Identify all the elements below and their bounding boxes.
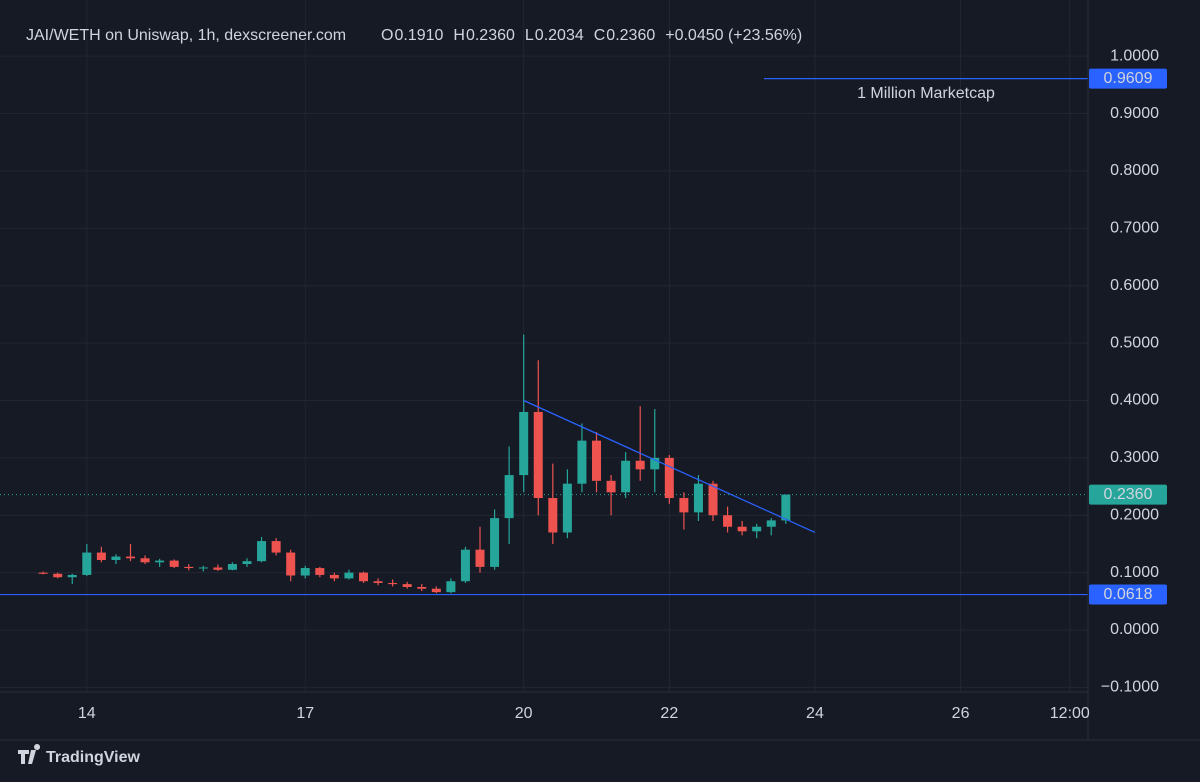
candle-body: [67, 574, 77, 578]
legend-value: 0.2034: [535, 27, 584, 44]
y-tick-label: 0.5000: [1110, 334, 1159, 351]
candle-body: [82, 552, 92, 575]
change: +0.0450 (+23.56%): [665, 27, 802, 44]
header: JAI/WETH on Uniswap, 1h, dexscreener.com…: [26, 27, 802, 44]
candle-body: [752, 526, 762, 532]
candle-body: [155, 560, 165, 563]
y-tick-label: 0.8000: [1110, 162, 1159, 179]
legend-label: O: [381, 27, 393, 44]
candle-body: [300, 568, 310, 576]
x-tick-label: 20: [515, 705, 533, 722]
candle-body: [53, 573, 63, 578]
candle-body: [38, 572, 48, 574]
candle-body: [737, 526, 747, 532]
candle-body: [126, 556, 136, 559]
price-tag: [1089, 484, 1167, 505]
candle-body: [606, 480, 616, 493]
logo: TradingView: [18, 744, 141, 766]
logo-icon: [18, 744, 41, 764]
x-tick-label: 12:00: [1050, 705, 1090, 722]
candle-body: [650, 457, 660, 470]
legend-label: H: [453, 27, 465, 44]
price-tag-label: 0.9609: [1104, 70, 1153, 87]
candle-body: [417, 586, 427, 589]
candle-body: [140, 558, 150, 563]
candle-body: [679, 498, 689, 513]
x-tick-label: 26: [952, 705, 970, 722]
candle-body: [635, 460, 645, 470]
candle-body: [344, 572, 354, 579]
chart-title: JAI/WETH on Uniswap, 1h, dexscreener.com: [26, 27, 346, 44]
candle-body: [359, 572, 369, 582]
y-tick-label: 1.0000: [1110, 47, 1159, 64]
axes: 1.0000 0.9000 0.8000 0.7000 0.6000 0.5000 0.40…: [78, 47, 1167, 722]
y-tick-label: 0.9000: [1110, 105, 1159, 122]
candle-body: [111, 556, 121, 561]
candle-body: [96, 552, 106, 561]
candle-body: [169, 560, 179, 567]
candle-body: [533, 411, 543, 499]
candle-body: [621, 460, 631, 493]
legend-label: L: [525, 27, 534, 44]
candle-body: [781, 494, 791, 521]
y-tick-label: 0.2000: [1110, 506, 1159, 523]
candle-body: [664, 457, 674, 499]
legend-value: 0.2360: [606, 27, 655, 44]
price-tag-label: 0.2360: [1104, 486, 1153, 503]
price-tag: [1089, 68, 1167, 89]
candle-body: [198, 567, 208, 569]
legend-value: 0.2360: [466, 27, 515, 44]
y-tick-label: 0.4000: [1110, 392, 1159, 409]
candle-body: [431, 588, 441, 593]
x-tick-label: 14: [78, 705, 96, 722]
candle-body: [242, 561, 252, 565]
x-tick-label: 22: [660, 705, 678, 722]
candle-body: [227, 564, 237, 570]
candle-body: [766, 520, 776, 527]
legend-value: 0.1910: [394, 27, 443, 44]
candle-body: [315, 568, 325, 575]
candle-body: [329, 574, 339, 579]
legend-label: C: [594, 27, 606, 44]
y-tick-label: 0.3000: [1110, 449, 1159, 466]
candle-body: [446, 581, 456, 593]
y-tick-label: 0.7000: [1110, 220, 1159, 237]
candle-body: [213, 567, 223, 570]
candle-body: [708, 483, 718, 516]
candle-body: [562, 483, 572, 533]
y-tick-label: 0.0000: [1110, 621, 1159, 638]
price-line-text: 1 Million Marketcap: [857, 85, 995, 102]
x-tick-label: 24: [806, 705, 824, 722]
candle-body: [490, 518, 500, 567]
candle-body: [184, 566, 194, 569]
candle-body: [723, 515, 733, 527]
candle-body: [388, 582, 398, 585]
candle-body: [577, 440, 587, 484]
candle-body: [475, 549, 485, 567]
candle-body: [693, 483, 703, 513]
price-tag: [1089, 584, 1167, 605]
y-tick-label: −0.1000: [1101, 679, 1159, 696]
candle-body: [504, 475, 514, 519]
candle-body: [592, 440, 602, 481]
y-tick-label: 0.6000: [1110, 277, 1159, 294]
x-tick-label: 17: [296, 705, 314, 722]
candle-body: [286, 552, 296, 576]
watermark: TradingView: [46, 749, 141, 766]
candle-body: [373, 581, 383, 583]
plot: 1 Million Marketcap: [0, 77, 1088, 596]
candle-body: [460, 549, 470, 582]
candle-body: [402, 584, 412, 587]
price-tag-label: 0.0618: [1104, 586, 1153, 603]
candle-body: [257, 541, 267, 562]
candle-body: [519, 411, 529, 476]
trendline: [523, 399, 816, 534]
candle-body: [271, 541, 281, 553]
candle-body: [548, 498, 558, 533]
y-tick-label: 0.1000: [1110, 564, 1159, 581]
